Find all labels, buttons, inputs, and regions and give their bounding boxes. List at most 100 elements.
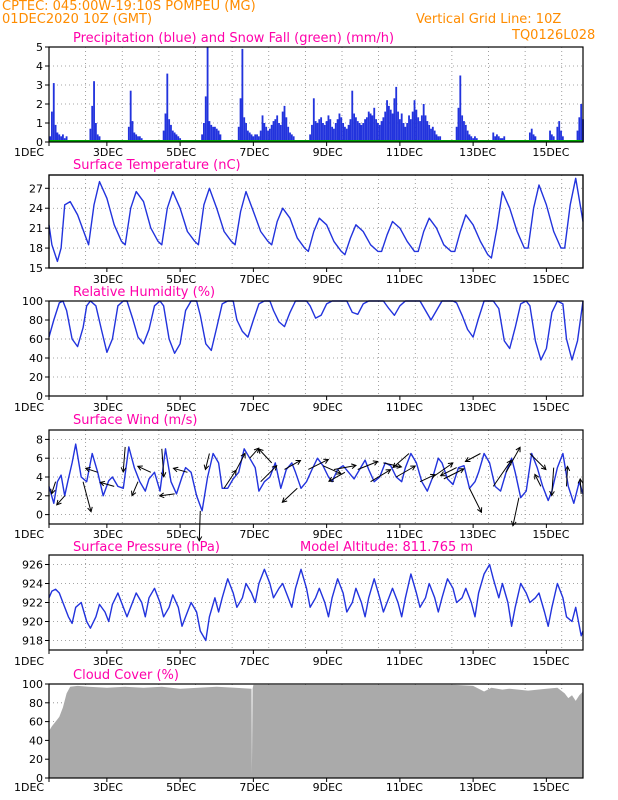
wind-arrow-head bbox=[253, 447, 260, 454]
y-tick-label: 60 bbox=[29, 716, 43, 729]
y-tick-label: 21 bbox=[29, 222, 43, 235]
panel-title-temp: Surface Temperature (nC) bbox=[73, 158, 241, 173]
precip-bar bbox=[65, 136, 68, 142]
panel-cloud: Cloud Cover (%) 0 20 40 60 80 100 1DEC 3DEC 5DEC 7… bbox=[14, 668, 584, 794]
wind-arrow bbox=[465, 453, 481, 462]
precip-bar bbox=[347, 124, 350, 142]
x-tick-label: 11DEC bbox=[386, 401, 423, 414]
y-tick-label: 5 bbox=[36, 41, 43, 54]
x-tick-label: 11DEC bbox=[386, 146, 423, 159]
precip-bar bbox=[362, 123, 365, 142]
wind-arrow-head bbox=[511, 520, 517, 527]
x-tick-label: 15DEC bbox=[532, 401, 569, 414]
wind-arrow bbox=[383, 462, 402, 468]
precip-bar bbox=[371, 115, 374, 142]
x-tick-label: 5DEC bbox=[166, 781, 196, 794]
wind-arrow-head bbox=[281, 497, 288, 503]
x-tick-label: 5DEC bbox=[166, 528, 196, 541]
precip-bar bbox=[283, 105, 286, 142]
precip-bar bbox=[375, 119, 377, 142]
x-tick-label: 11DEC bbox=[386, 781, 423, 794]
x-tick-label: 9DEC bbox=[313, 401, 343, 414]
y-tick-label: 20 bbox=[29, 371, 43, 384]
y-tick-label: 0 bbox=[36, 772, 43, 785]
x-tick-label: 3DEC bbox=[93, 146, 123, 159]
x-tick-label: 7DEC bbox=[239, 273, 269, 286]
x-tick-label: 9DEC bbox=[313, 273, 343, 286]
wind-arrow bbox=[469, 488, 482, 513]
wind-arrow-head bbox=[271, 464, 278, 471]
precip-bar bbox=[241, 48, 244, 142]
panel-title-cloud: Cloud Cover (%) bbox=[73, 668, 179, 683]
panel-temp: Surface Temperature (nC) 15 18 21 24 27 3DEC 5D… bbox=[29, 158, 584, 286]
wind-arrow-head bbox=[203, 464, 210, 471]
series-line-rh bbox=[48, 300, 584, 361]
y-tick-label: 100 bbox=[22, 678, 43, 691]
precip-bar bbox=[336, 119, 339, 142]
x-tick-label: 5DEC bbox=[166, 401, 196, 414]
precip-bar bbox=[171, 130, 174, 142]
precip-bar bbox=[397, 111, 399, 142]
wind-arrow bbox=[161, 448, 165, 477]
precip-bar bbox=[391, 113, 394, 142]
precip-bar bbox=[576, 130, 579, 142]
x-tick-label: 13DEC bbox=[459, 146, 496, 159]
precip-bar bbox=[131, 121, 134, 142]
precip-bar bbox=[470, 136, 473, 142]
precip-bar bbox=[170, 124, 172, 142]
wind-arrow-head bbox=[477, 507, 483, 514]
precip-bar bbox=[560, 130, 562, 142]
wind-arrow bbox=[82, 481, 92, 512]
y-tick-label: 0 bbox=[36, 509, 43, 522]
x-tick-label: 1DEC bbox=[14, 655, 44, 668]
precip-bar bbox=[424, 115, 427, 142]
precip-bar bbox=[290, 134, 293, 142]
precip-bar bbox=[206, 47, 209, 142]
precip-bar bbox=[137, 136, 139, 142]
wind-arrow-head bbox=[458, 468, 465, 474]
precip-bar bbox=[420, 115, 423, 142]
precip-bar bbox=[281, 111, 284, 142]
y-tick-label: 2 bbox=[36, 490, 43, 503]
wind-arrow-head bbox=[196, 536, 203, 542]
wind-arrow-head bbox=[534, 473, 540, 480]
series-line-wind bbox=[48, 443, 584, 512]
wind-arrow-head bbox=[540, 464, 547, 471]
precip-bar bbox=[549, 130, 551, 142]
precip-bar bbox=[340, 117, 343, 142]
wind-arrow-head bbox=[464, 457, 471, 463]
precip-bar bbox=[263, 123, 266, 142]
wind-arrow bbox=[579, 478, 582, 494]
precip-bar bbox=[285, 117, 288, 142]
precip-bar bbox=[175, 134, 178, 142]
precip-bar bbox=[393, 98, 396, 142]
wind-arrow bbox=[328, 471, 346, 482]
precip-bar bbox=[268, 128, 271, 142]
precip-bar bbox=[367, 111, 370, 142]
precip-bar bbox=[464, 124, 467, 142]
wind-arrow-head bbox=[240, 452, 246, 459]
precip-bar bbox=[408, 115, 410, 142]
precip-bar bbox=[129, 90, 132, 142]
precip-bar bbox=[49, 136, 52, 142]
wind-arrow-head bbox=[410, 465, 417, 471]
precip-bar bbox=[320, 117, 323, 142]
wind-arrow bbox=[137, 465, 152, 473]
precip-bar bbox=[398, 119, 401, 142]
precip-bar bbox=[419, 121, 421, 142]
series-line-temp bbox=[48, 177, 584, 263]
wind-arrow-head bbox=[549, 490, 555, 497]
precip-bar bbox=[417, 117, 420, 142]
panel-border bbox=[48, 429, 584, 525]
wind-arrow bbox=[370, 469, 391, 483]
wind-arrow bbox=[432, 462, 454, 478]
precip-bar bbox=[256, 134, 258, 142]
wind-arrow-head bbox=[158, 492, 165, 499]
precip-bar bbox=[345, 128, 348, 142]
panel-border bbox=[48, 554, 584, 651]
y-tick-label: 2 bbox=[36, 98, 43, 111]
x-tick-label: 15DEC bbox=[532, 781, 569, 794]
precip-bar bbox=[530, 128, 533, 142]
precip-bar bbox=[267, 130, 269, 142]
